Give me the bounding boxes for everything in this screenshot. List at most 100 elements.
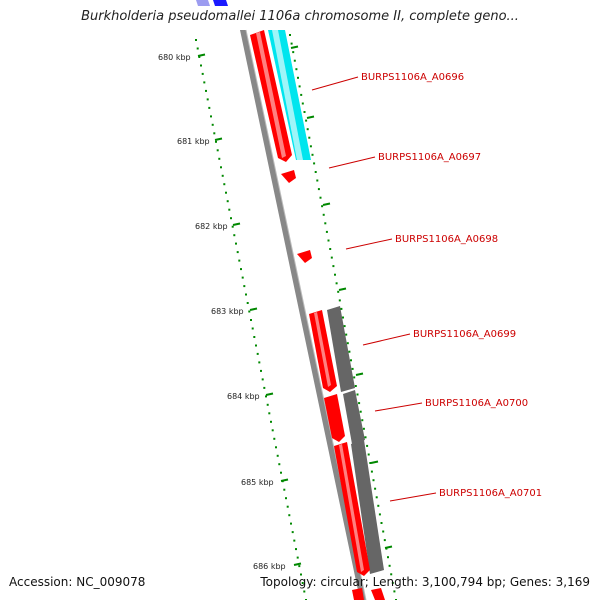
major-tick <box>280 478 289 482</box>
tick-dot <box>327 239 330 242</box>
tick-labels: 680 kbp 681 kbp 682 kbp 683 kbp 684 kbp … <box>158 53 286 571</box>
gene-cds-A0700[interactable] <box>324 394 345 442</box>
gene-label[interactable]: BURPS1106A_A0697 <box>378 152 481 163</box>
tick-dot <box>220 166 222 169</box>
tick-dot <box>240 268 242 271</box>
tick-dot <box>223 183 226 186</box>
tick-dot <box>300 573 302 576</box>
gene-cds-A0697[interactable] <box>281 170 296 183</box>
gray-feature-3[interactable] <box>351 440 384 574</box>
tick-dot <box>208 106 211 109</box>
tick-dot <box>332 265 335 268</box>
tick-dot <box>298 85 301 88</box>
tick-dot <box>266 403 269 406</box>
tick-dot <box>285 497 287 500</box>
tick-dot <box>297 76 299 79</box>
tick-dot <box>321 205 324 208</box>
gene-cds-A0701[interactable] <box>334 442 370 576</box>
tick-dot <box>265 395 267 398</box>
tick-dot <box>292 51 295 54</box>
map-title: Burkholderia pseudomallei 1106a chromoso… <box>81 9 519 24</box>
major-tick <box>232 222 241 226</box>
tick-dot <box>293 539 296 542</box>
tick-label: 683 kbp <box>211 307 244 316</box>
tick-dot <box>225 191 227 194</box>
tick-dot <box>316 179 319 182</box>
gray-feature-1[interactable] <box>327 306 355 392</box>
gene-label[interactable]: BURPS1106A_A0696 <box>361 72 464 83</box>
tick-dot <box>370 470 373 473</box>
tick-dot <box>380 522 383 524</box>
tick-label: 682 kbp <box>195 222 228 231</box>
tick-dot <box>296 556 299 559</box>
tick-dot <box>311 153 314 156</box>
gene-cds-A0696[interactable] <box>250 30 292 162</box>
tick-dot <box>387 556 389 559</box>
tick-dot <box>218 157 221 160</box>
tick-dot <box>322 213 325 216</box>
tick-dot <box>261 378 264 381</box>
gene-cds-A0698[interactable] <box>297 250 312 263</box>
tick-dot <box>205 89 207 92</box>
gene-cds-A0699[interactable] <box>309 310 337 392</box>
tick-dot <box>271 429 274 432</box>
tick-dot <box>337 290 340 293</box>
tick-dot <box>201 72 204 75</box>
cyan-feature[interactable] <box>268 30 311 160</box>
accession-text: Accession: NC_009078 <box>9 575 146 589</box>
topology-text: Topology: circular; Length: 3,100,794 bp… <box>260 575 590 589</box>
tick-dot <box>258 361 261 364</box>
tick-dot <box>345 333 348 336</box>
tick-dot <box>369 462 372 464</box>
major-tick <box>322 202 331 206</box>
tick-dots <box>195 34 397 600</box>
tick-dot <box>216 149 219 152</box>
tick-dot <box>359 410 362 413</box>
major-tick <box>370 460 379 464</box>
tick-dot <box>248 310 251 313</box>
tick-dot <box>200 64 202 67</box>
gene-label[interactable]: BURPS1106A_A0700 <box>425 398 528 409</box>
tick-dot <box>255 344 257 347</box>
major-tick <box>338 287 347 291</box>
tick-dot <box>314 171 317 173</box>
gene-label[interactable]: BURPS1106A_A0701 <box>439 488 542 499</box>
tick-dot <box>306 128 309 131</box>
tick-dot <box>374 487 377 490</box>
tick-label: 684 kbp <box>227 392 260 401</box>
tick-dot <box>250 319 252 321</box>
tick-dot <box>221 174 224 177</box>
tick-dot <box>346 342 349 345</box>
tick-dot <box>253 336 256 338</box>
gray-feature-2[interactable] <box>343 390 365 444</box>
tick-dot <box>301 582 304 584</box>
tick-dot <box>198 56 201 58</box>
tick-dot <box>308 136 311 139</box>
tick-dot <box>295 548 297 551</box>
gene-label[interactable]: BURPS1106A_A0698 <box>395 234 498 245</box>
tick-dot <box>256 352 259 355</box>
gene-cds-partial-bottom[interactable] <box>352 588 385 600</box>
tick-dot <box>228 208 231 211</box>
tick-dot <box>382 530 385 533</box>
tick-dot <box>393 590 396 593</box>
tick-dot <box>383 539 386 542</box>
major-tick <box>249 307 258 311</box>
tick-dot <box>390 573 393 576</box>
gene-label[interactable]: BURPS1106A_A0699 <box>413 329 516 340</box>
leader-line <box>374 402 423 412</box>
tick-dot <box>278 463 281 466</box>
tick-dot <box>231 225 234 228</box>
tick-dot <box>335 282 338 285</box>
tick-dot <box>309 145 312 148</box>
tick-dot <box>295 68 298 71</box>
tick-dot <box>195 39 197 41</box>
major-ticks <box>197 45 393 566</box>
tick-dot <box>286 505 289 508</box>
blue-feature[interactable] <box>196 0 228 6</box>
major-tick <box>306 115 315 119</box>
tick-dot <box>300 93 303 96</box>
tick-dot <box>343 325 346 328</box>
tick-dot <box>353 376 356 379</box>
